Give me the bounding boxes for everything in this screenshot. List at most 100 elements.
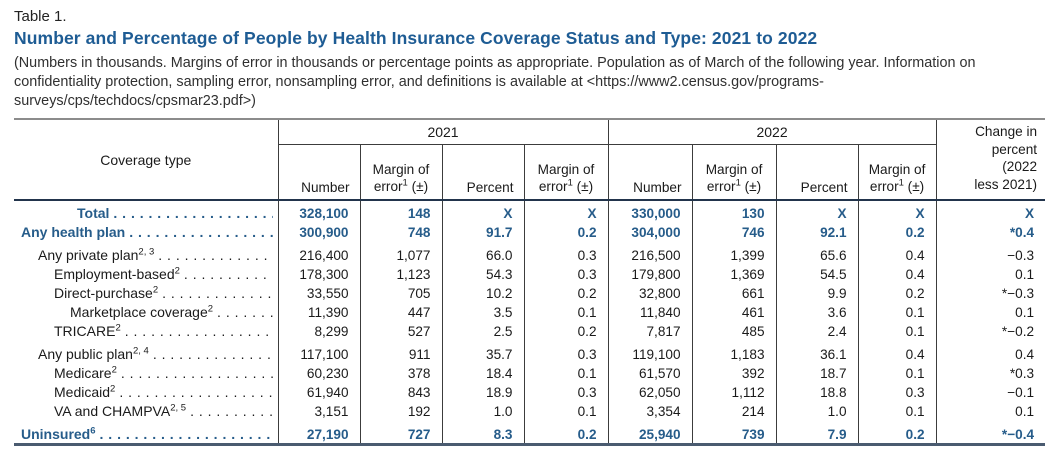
coverage-type-cell: Any private plan2, 3 <box>14 241 278 264</box>
value-cell: 1.0 <box>441 401 524 420</box>
coverage-label: Any private plan2, 3 <box>38 246 155 263</box>
number-header: Number <box>607 144 693 201</box>
coverage-type-cell: Medicaid2 <box>14 382 278 401</box>
dot-leader <box>121 365 273 382</box>
value-cell: 0.2 <box>523 283 609 302</box>
value-cell: *−0.4 <box>935 420 1046 445</box>
value-cell: 9.9 <box>775 283 859 302</box>
value-cell: 843 <box>359 382 442 401</box>
table-row: Medicaid261,94084318.90.362,0501,11218.8… <box>14 382 1046 401</box>
value-cell: 0.1 <box>857 321 937 340</box>
value-cell: 0.1 <box>857 363 937 382</box>
value-cell: *−0.2 <box>935 321 1046 340</box>
value-cell: 3,354 <box>607 401 693 420</box>
value-cell: 0.1 <box>857 302 937 321</box>
coverage-label: Uninsured6 <box>21 425 96 442</box>
value-cell: −0.3 <box>935 241 1046 264</box>
table-title: Number and Percentage of People by Healt… <box>14 28 818 48</box>
table-note: (Numbers in thousands. Margins of error … <box>14 55 976 109</box>
coverage-type-header: Coverage type <box>14 119 279 201</box>
coverage-type-cell: Medicare2 <box>14 363 278 382</box>
value-cell: 0.4 <box>857 340 937 363</box>
table-row: VA and CHAMPVA2, 53,1511921.00.13,354214… <box>14 401 1046 420</box>
value-cell: 1,369 <box>691 264 777 283</box>
coverage-label: Direct-purchase2 <box>54 284 159 301</box>
value-cell: 65.6 <box>775 241 859 264</box>
value-cell: 0.2 <box>523 321 609 340</box>
value-cell: 1,183 <box>691 340 777 363</box>
table-row: Any private plan2, 3 216,4001,07766.00.32… <box>14 241 1046 264</box>
value-cell: 117,100 <box>277 340 360 363</box>
coverage-label: TRICARE2 <box>54 322 121 339</box>
value-cell: 1,112 <box>691 382 777 401</box>
value-cell: 66.0 <box>441 241 524 264</box>
table-row: Any public plan2, 4 117,10091135.70.3119,… <box>14 340 1046 363</box>
value-cell: 300,900 <box>277 222 360 241</box>
value-cell: X <box>441 200 524 222</box>
percent-header: Percent <box>775 144 859 201</box>
value-cell: 32,800 <box>607 283 693 302</box>
value-cell: 2.4 <box>775 321 859 340</box>
value-cell: 328,100 <box>277 200 360 222</box>
coverage-type-cell: Uninsured6 <box>14 420 278 445</box>
dot-leader <box>129 224 272 241</box>
document-header: Table 1. Number and Percentage of People… <box>14 8 1045 111</box>
dot-leader <box>217 304 272 321</box>
dot-leader <box>184 266 273 283</box>
table-row: Employment-based2 178,3001,12354.30.3179,… <box>14 264 1046 283</box>
value-cell: 727 <box>359 420 442 445</box>
value-cell: 0.4 <box>935 340 1046 363</box>
coverage-label: Marketplace coverage2 <box>70 303 214 320</box>
coverage-label: VA and CHAMPVA2, 5 <box>54 402 187 419</box>
value-cell: 148 <box>359 200 442 222</box>
value-cell: 461 <box>691 302 777 321</box>
value-cell: 10.2 <box>441 283 524 302</box>
value-cell: 60,230 <box>277 363 360 382</box>
value-cell: 447 <box>359 302 442 321</box>
value-cell: 54.3 <box>441 264 524 283</box>
value-cell: 485 <box>691 321 777 340</box>
value-cell: 214 <box>691 401 777 420</box>
value-cell: 216,500 <box>607 241 693 264</box>
value-cell: −0.1 <box>935 382 1046 401</box>
table-header: Coverage type 2021 2022 Change in percen… <box>14 119 1046 201</box>
value-cell: 661 <box>691 283 777 302</box>
change-in-percent-header: Change in percent (2022 less 2021) <box>935 119 1046 201</box>
value-cell: 1,399 <box>691 241 777 264</box>
value-cell: 36.1 <box>775 340 859 363</box>
value-cell: 18.4 <box>441 363 524 382</box>
value-cell: 18.9 <box>441 382 524 401</box>
insurance-coverage-table: Coverage type 2021 2022 Change in percen… <box>14 118 1046 446</box>
value-cell: 192 <box>359 401 442 420</box>
value-cell: 2.5 <box>441 321 524 340</box>
value-cell: 7.9 <box>775 420 859 445</box>
margin-of-error-header: Margin of error1 (±) <box>523 144 609 201</box>
year-header-row: Coverage type 2021 2022 Change in percen… <box>14 119 1046 201</box>
coverage-type-cell: Employment-based2 <box>14 264 278 283</box>
year-header-2021: 2021 <box>277 119 609 145</box>
coverage-label: Employment-based2 <box>54 265 180 282</box>
value-cell: 746 <box>691 222 777 241</box>
value-cell: 0.2 <box>857 420 937 445</box>
value-cell: 179,800 <box>607 264 693 283</box>
value-cell: 8.3 <box>441 420 524 445</box>
dot-leader <box>190 403 272 420</box>
coverage-label: Total <box>77 205 110 221</box>
value-cell: 304,000 <box>607 222 693 241</box>
dot-leader <box>162 285 272 302</box>
value-cell: 330,000 <box>607 200 693 222</box>
value-cell: X <box>523 200 609 222</box>
coverage-type-cell: VA and CHAMPVA2, 5 <box>14 401 278 420</box>
value-cell: 527 <box>359 321 442 340</box>
value-cell: 0.1 <box>935 302 1046 321</box>
value-cell: 3,151 <box>277 401 360 420</box>
value-cell: 1,123 <box>359 264 442 283</box>
value-cell: 0.2 <box>523 222 609 241</box>
coverage-type-cell: Direct-purchase2 <box>14 283 278 302</box>
value-cell: 0.3 <box>523 382 609 401</box>
coverage-type-cell: Marketplace coverage2 <box>14 302 278 321</box>
margin-of-error-header: Margin of error1 (±) <box>359 144 443 201</box>
table-row: Any health plan300,90074891.70.2304,0007… <box>14 222 1046 241</box>
